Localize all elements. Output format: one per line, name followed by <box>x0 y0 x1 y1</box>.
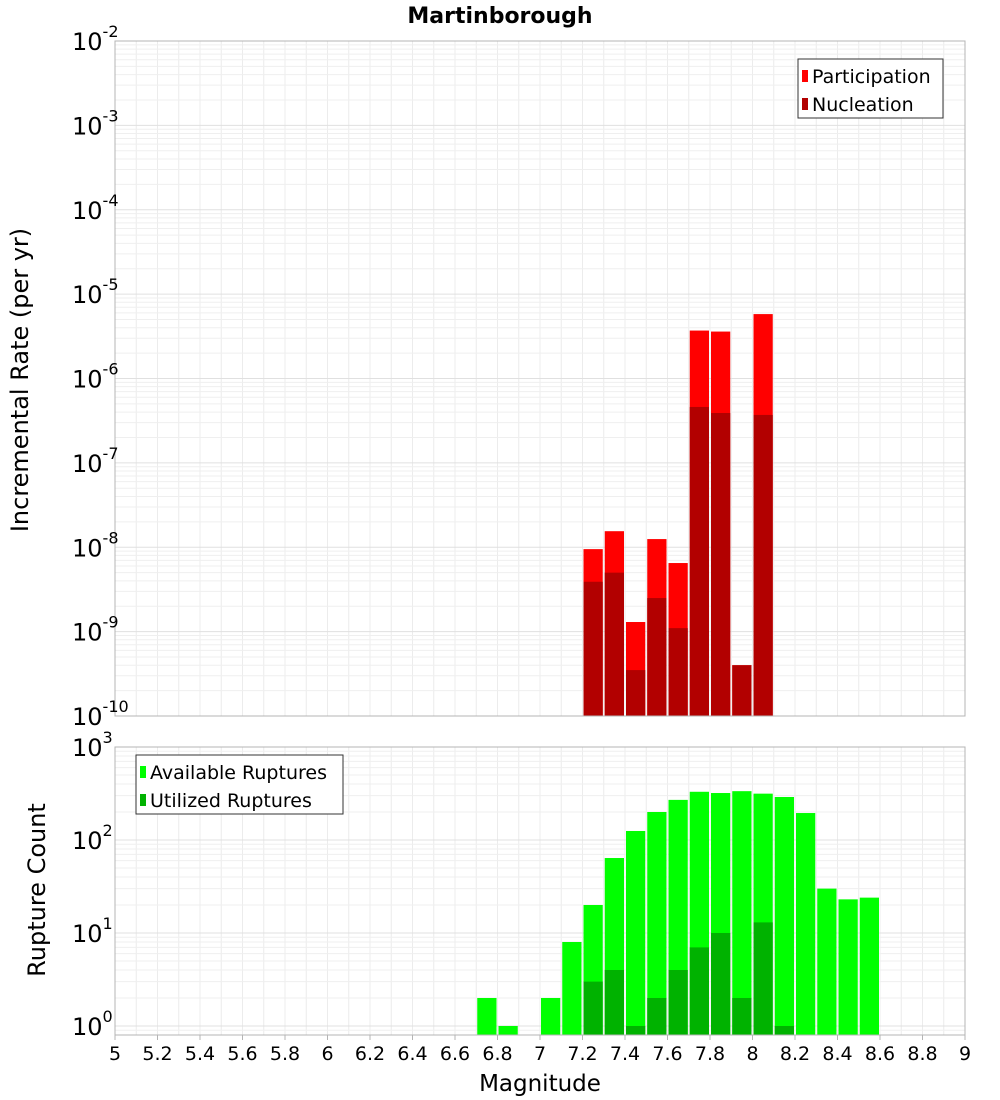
bottom-series-2 <box>583 922 794 1035</box>
bottom-bar <box>604 969 624 1035</box>
top-bar <box>689 406 709 716</box>
bottom-legend-label: Utilized Ruptures <box>150 790 312 812</box>
x-tick-label: 9 <box>959 1043 971 1065</box>
bottom-legend-swatch <box>140 794 146 806</box>
top-bar <box>583 581 603 716</box>
x-tick-label: 8.2 <box>780 1043 810 1065</box>
bottom-bar <box>838 899 858 1035</box>
x-tick-label: 8 <box>746 1043 758 1065</box>
bottom-bar <box>774 796 794 1035</box>
top-grid <box>114 40 966 717</box>
x-tick-label: 7.6 <box>652 1043 682 1065</box>
top-y-tick-label: 10-2 <box>72 22 119 56</box>
top-y-tick-label: 10-3 <box>72 106 119 140</box>
bottom-bar <box>753 922 773 1035</box>
top-bar <box>753 414 773 716</box>
bottom-bar <box>498 1025 518 1035</box>
x-tick-label: 5.2 <box>142 1043 172 1065</box>
bottom-bar <box>541 997 561 1035</box>
bottom-y-axis-title: Rupture Count <box>23 803 51 977</box>
top-y-tick-label: 10-5 <box>72 275 119 309</box>
x-tick-label: 5.6 <box>227 1043 257 1065</box>
bottom-y-tick-label: 101 <box>72 914 113 948</box>
bottom-y-tick-label: 102 <box>72 821 113 855</box>
top-bar <box>604 572 624 716</box>
bottom-bar <box>859 897 879 1035</box>
x-tick-label: 8.6 <box>865 1043 895 1065</box>
bottom-bar <box>711 932 731 1035</box>
bottom-bar <box>689 947 709 1035</box>
top-legend-box <box>797 58 944 119</box>
top-bar <box>732 665 752 716</box>
x-tick-label: 6.6 <box>440 1043 470 1065</box>
bottom-bar <box>796 813 816 1035</box>
x-tick-label: 6.4 <box>397 1043 427 1065</box>
x-tick-label: 7 <box>534 1043 546 1065</box>
x-tick-label: 5.8 <box>270 1043 300 1065</box>
x-tick-label: 6 <box>321 1043 333 1065</box>
top-y-axis-title: Incremental Rate (per yr) <box>6 228 34 532</box>
top-frame <box>114 40 966 717</box>
x-tick-label: 5.4 <box>185 1043 215 1065</box>
top-legend: Participation Nucleation <box>797 58 944 119</box>
bottom-bar <box>626 1025 646 1035</box>
top-legend-swatch <box>802 70 808 82</box>
x-tick-label: 8.8 <box>907 1043 937 1065</box>
bottom-bar <box>732 997 752 1035</box>
x-tick-label: 6.2 <box>355 1043 385 1065</box>
top-y-tick-label: 10-10 <box>72 697 129 731</box>
top-y-ticks: 10-10 10-9 10-8 10-7 10-6 10-5 10-4 10-3 10-2 <box>72 22 129 731</box>
x-tick-label: 7.2 <box>567 1043 597 1065</box>
top-bar <box>626 670 646 716</box>
bottom-bar <box>647 812 667 1035</box>
bottom-bar <box>626 830 646 1035</box>
x-tick-label: 5 <box>109 1043 121 1065</box>
top-series-2 <box>583 406 773 716</box>
bottom-plot-area: 100 101 102 103 Available Ruptures Utilized R… <box>72 728 966 1041</box>
bottom-bar <box>477 997 497 1035</box>
bottom-grid <box>114 746 966 1036</box>
bottom-bars <box>477 791 879 1035</box>
bottom-y-tick-label: 103 <box>72 728 113 762</box>
top-legend-label: Participation <box>812 66 931 88</box>
bottom-bar <box>668 969 688 1035</box>
top-bar <box>668 628 688 716</box>
top-legend-label: Nucleation <box>812 94 914 116</box>
top-y-tick-label: 10-4 <box>72 191 119 225</box>
top-bars <box>583 314 773 716</box>
bottom-legend: Available Ruptures Utilized Ruptures <box>135 754 344 815</box>
bottom-bar <box>583 981 603 1035</box>
bottom-y-ticks: 100 101 102 103 <box>72 728 113 1041</box>
top-y-tick-label: 10-7 <box>72 444 119 478</box>
bottom-bar <box>774 1025 794 1035</box>
x-tick-label: 7.4 <box>610 1043 640 1065</box>
bottom-legend-label: Available Ruptures <box>150 762 327 784</box>
top-bar <box>647 598 667 716</box>
bottom-bar <box>817 888 837 1035</box>
bottom-y-tick-label: 100 <box>72 1007 113 1041</box>
x-tick-label: 8.4 <box>822 1043 852 1065</box>
top-y-tick-label: 10-9 <box>72 613 119 647</box>
chart-title: Martinborough <box>407 4 592 29</box>
top-plot-area: 10-10 10-9 10-8 10-7 10-6 10-5 10-4 10-3 10-2 Par… <box>72 22 966 731</box>
x-axis-title: Magnitude <box>479 1071 601 1097</box>
top-y-tick-label: 10-8 <box>72 528 119 562</box>
bottom-legend-box <box>135 754 344 815</box>
bottom-bar <box>732 791 752 1035</box>
top-y-tick-label: 10-6 <box>72 360 119 394</box>
bottom-bar <box>562 942 582 1035</box>
x-tick-label: 6.8 <box>482 1043 512 1065</box>
bottom-bar <box>647 997 667 1035</box>
top-legend-swatch <box>802 98 808 110</box>
x-tick-label: 7.8 <box>695 1043 725 1065</box>
bottom-legend-swatch <box>140 766 146 778</box>
x-ticks: 5 5.2 5.4 5.6 5.8 6 6.2 6.4 6.6 6.8 7 7.2 7.4 7.6 7.8 8… <box>109 1035 971 1065</box>
top-bar <box>711 413 731 716</box>
